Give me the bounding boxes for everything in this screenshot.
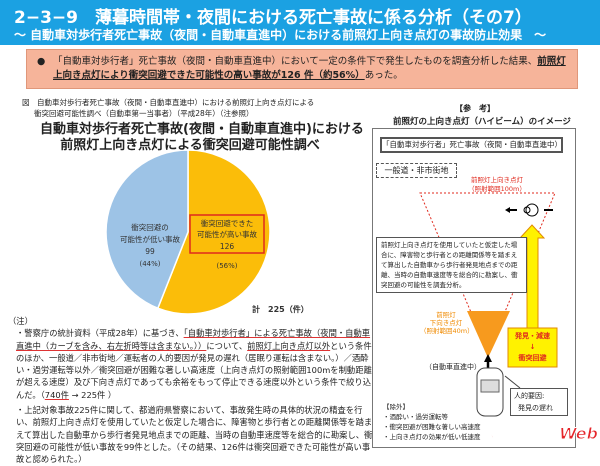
pedestrian-icon <box>523 203 539 217</box>
exclusion-item: ・衝突回避が困難な著しい高速度 <box>383 423 481 431</box>
exclusion-item: ・酒酔い・過労運転等 <box>383 413 448 421</box>
note-2: ・上記対象事故225件に関して、都道府県警察において、事故発生時の具体的状況の精… <box>16 405 373 465</box>
human-factor-box: 人的要因: 発見の遅れ <box>510 388 568 416</box>
road-type-label: 一般道・非市街地 <box>376 163 457 178</box>
pie-slice-1 <box>105 150 189 310</box>
summary-text-end: あった。 <box>364 70 403 81</box>
page-title: 2−3−9 薄暮時間帯・夜間における死亡事故に係る分析（その7） <box>14 8 532 28</box>
summary-text: 「自動車対歩行者」死亡事故（夜間・自動車直進中）において一定の条件下で発生したも… <box>53 56 538 67</box>
reference-title: 前照灯の上向き点灯（ハイビーム）のイメージ <box>393 117 571 127</box>
exclusion-heading: 【除外】 <box>383 403 409 411</box>
notes-heading: （注） <box>8 316 33 326</box>
summary-emphasis: 前照灯上向き点灯により衝突回避できた可能性の高い事故が126 件（約56%） <box>53 56 566 81</box>
exclusion-list: 【除外】 ・酒酔い・過労運転等 ・衝突回避が困難な著しい高速度 ・上向き点灯の効… <box>383 402 481 442</box>
summary-box: ● 「自動車対歩行者」死亡事故（夜間・自動車直進中）において一定の条件下で発生し… <box>26 49 578 89</box>
explanation-box: 前照灯上向き点灯を使用していたと仮定した場合に、障害物と歩行者との距離関係等を踏… <box>376 237 527 293</box>
highlight-box <box>189 214 265 254</box>
diagram-box-title: 「自動車対歩行者」死亡事故（夜間・自動車直進中） <box>380 137 563 153</box>
bullet-icon: ● <box>37 56 46 67</box>
slice-percent-low: (44%) <box>139 260 160 268</box>
exclusion-item: ・上向き点灯の効果が低い低速度 <box>383 433 481 441</box>
car-icon <box>476 367 521 417</box>
slice-value-high: 126 <box>220 242 235 251</box>
slice-label-high-1: 衝突回避できた <box>201 218 254 228</box>
reference-heading: 【参 考】 <box>455 104 495 113</box>
low-beam-range <box>467 311 510 358</box>
pie-slice-0 <box>156 150 271 315</box>
note-1: ・警察庁の統計資料（平成28年）に基づき、「自動車対歩行者」による死亡事故（夜間… <box>16 328 372 400</box>
figure-caption: 図 自動車対歩行者死亡事故（夜間・自動車直進中）における前照灯上向き点灯による <box>22 98 315 107</box>
slice-label-low-2: 可能性が低い事故 <box>120 234 180 244</box>
chart-title: 自動車対歩行者死亡事故(夜間・自動車直進中)における 前照灯上向き点灯による衝突… <box>40 122 364 153</box>
avoid-box <box>507 327 558 368</box>
avoid-label: 発見・減速 ↓ 衝突回避 <box>515 332 550 362</box>
slice-label-low-1: 衝突回避の <box>131 222 169 232</box>
car-label: （自動車直進中） <box>425 363 481 371</box>
watermark-logo: ベストカーWeb <box>478 424 598 443</box>
low-beam-label: 前照灯 下向き点灯 （照射範囲40m） <box>420 311 474 335</box>
page-subtitle: ～ 自動車対歩行者死亡事故（夜間・自動車直進中）における前照灯上向き点灯の事故防… <box>14 28 547 42</box>
title-banner: 2−3−9 薄暮時間帯・夜間における死亡事故に係る分析（その7） ～ 自動車対歩… <box>0 0 600 45</box>
pie-chart: 衝突回避の 可能性が低い事故 99 (44%) 衝突回避できた 可能性が高い事故… <box>105 150 309 315</box>
high-beam-label: 前照灯上向き点灯 （照射範囲100m） <box>468 176 526 193</box>
figure-caption-2: 衝突回避可能性調べ（自動車第一当事者）（平成28年）（注参照） <box>34 109 254 118</box>
slice-label-high-2: 可能性が高い事故 <box>197 229 257 239</box>
chart-total: 計 225（件） <box>252 304 309 314</box>
slice-percent-high: (56%) <box>216 262 237 270</box>
slice-value-low: 99 <box>145 247 155 256</box>
